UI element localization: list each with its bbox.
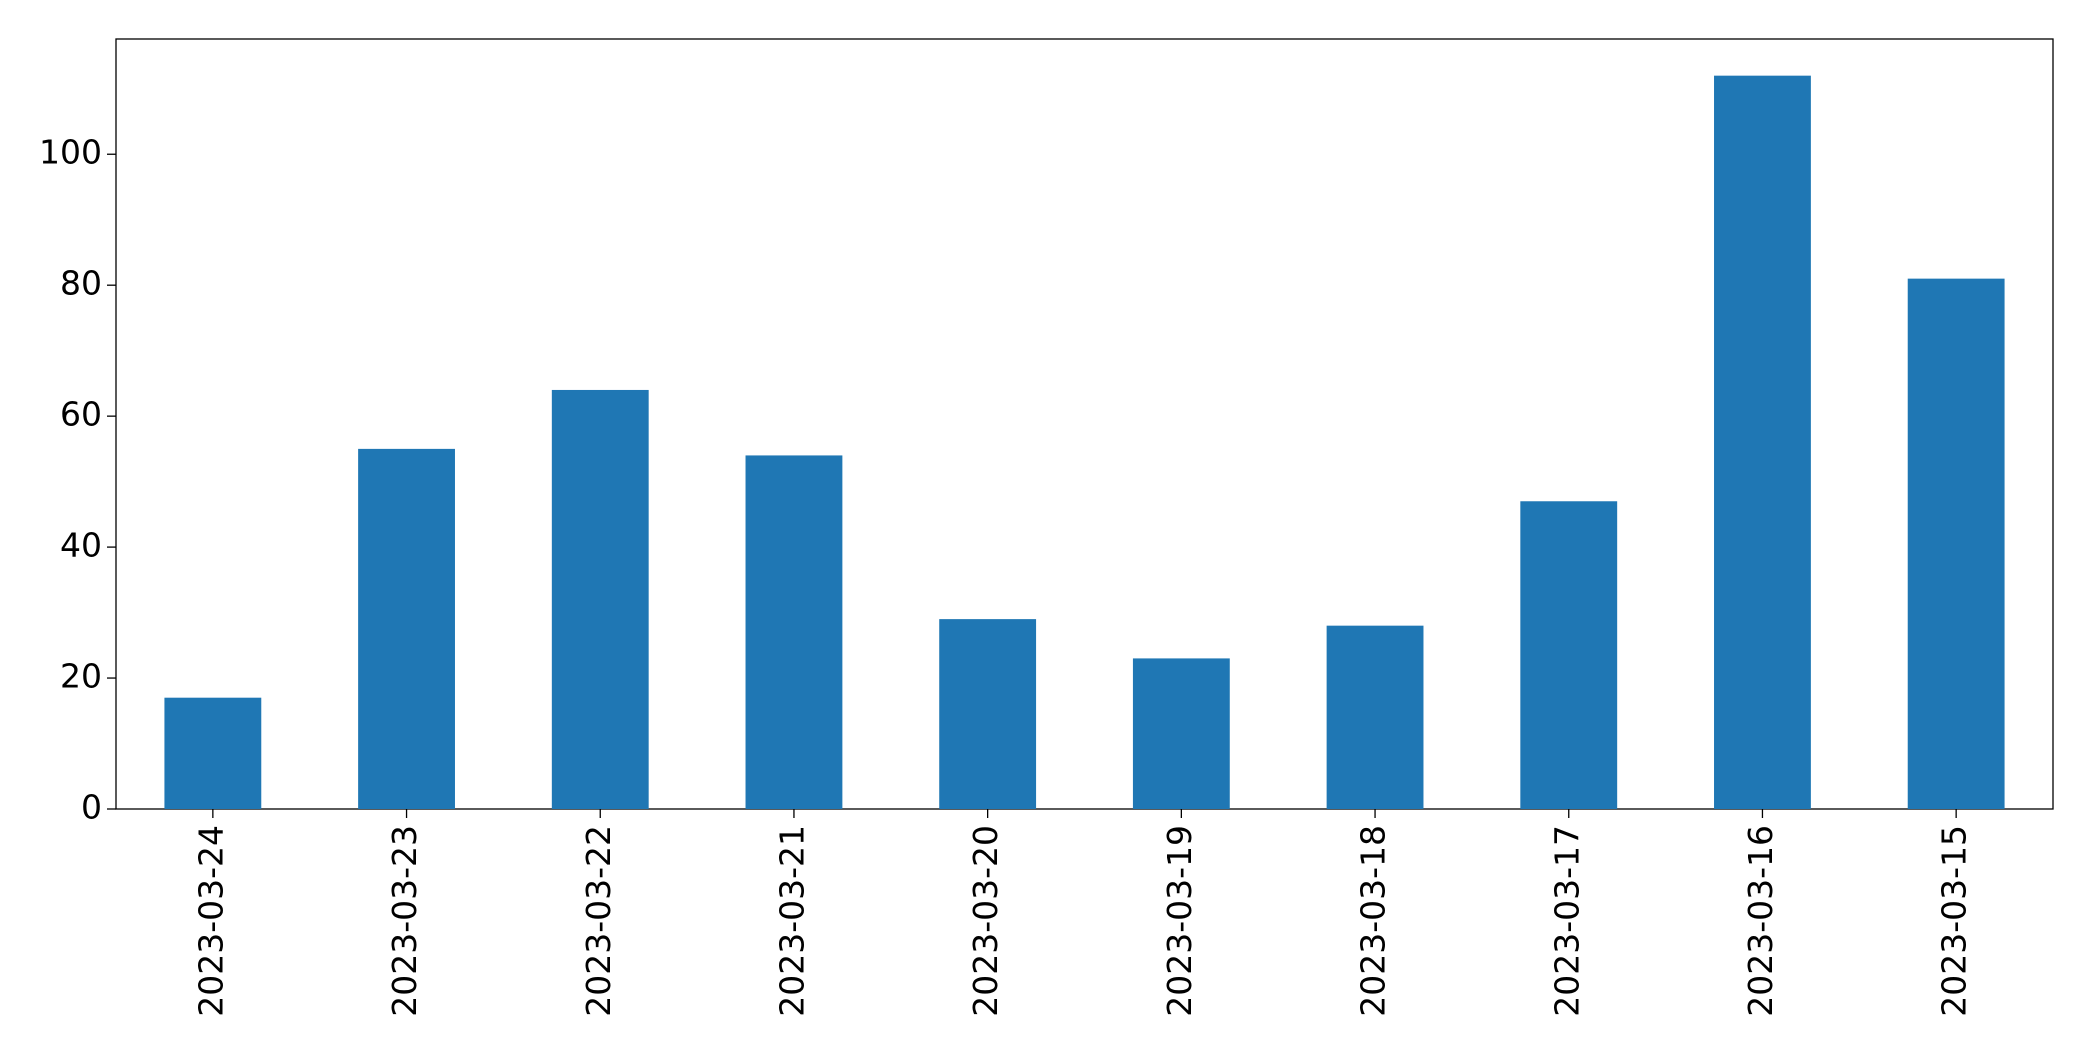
x-tick-label: 2023-03-16 xyxy=(1741,825,1780,1017)
x-tick-label: 2023-03-20 xyxy=(966,825,1005,1017)
y-tick-label: 20 xyxy=(60,657,102,696)
bar xyxy=(1132,658,1230,809)
x-tick-label: 2023-03-22 xyxy=(579,825,618,1017)
bar xyxy=(1907,278,2005,810)
x-tick-label: 2023-03-17 xyxy=(1547,825,1586,1017)
bar xyxy=(358,448,455,809)
bar xyxy=(164,697,262,809)
x-tick-label: 2023-03-21 xyxy=(772,825,811,1017)
bar xyxy=(551,389,649,809)
bar xyxy=(939,619,1037,809)
x-tick-label: 2023-03-19 xyxy=(1160,825,1199,1017)
y-tick-label: 0 xyxy=(81,788,102,827)
x-tick-label: 2023-03-15 xyxy=(1935,825,1974,1017)
y-tick-label: 40 xyxy=(60,526,102,565)
bar xyxy=(745,455,843,809)
y-tick-label: 100 xyxy=(39,133,102,172)
bar xyxy=(1326,625,1424,809)
x-tick-label: 2023-03-24 xyxy=(191,825,230,1017)
y-tick-label: 60 xyxy=(60,395,102,434)
x-tick-label: 2023-03-23 xyxy=(385,825,424,1017)
x-tick-label: 2023-03-18 xyxy=(1354,825,1393,1017)
y-tick-label: 80 xyxy=(60,264,102,303)
bar xyxy=(1520,501,1618,809)
bar xyxy=(1714,75,1811,809)
plot-frame xyxy=(115,38,2054,810)
